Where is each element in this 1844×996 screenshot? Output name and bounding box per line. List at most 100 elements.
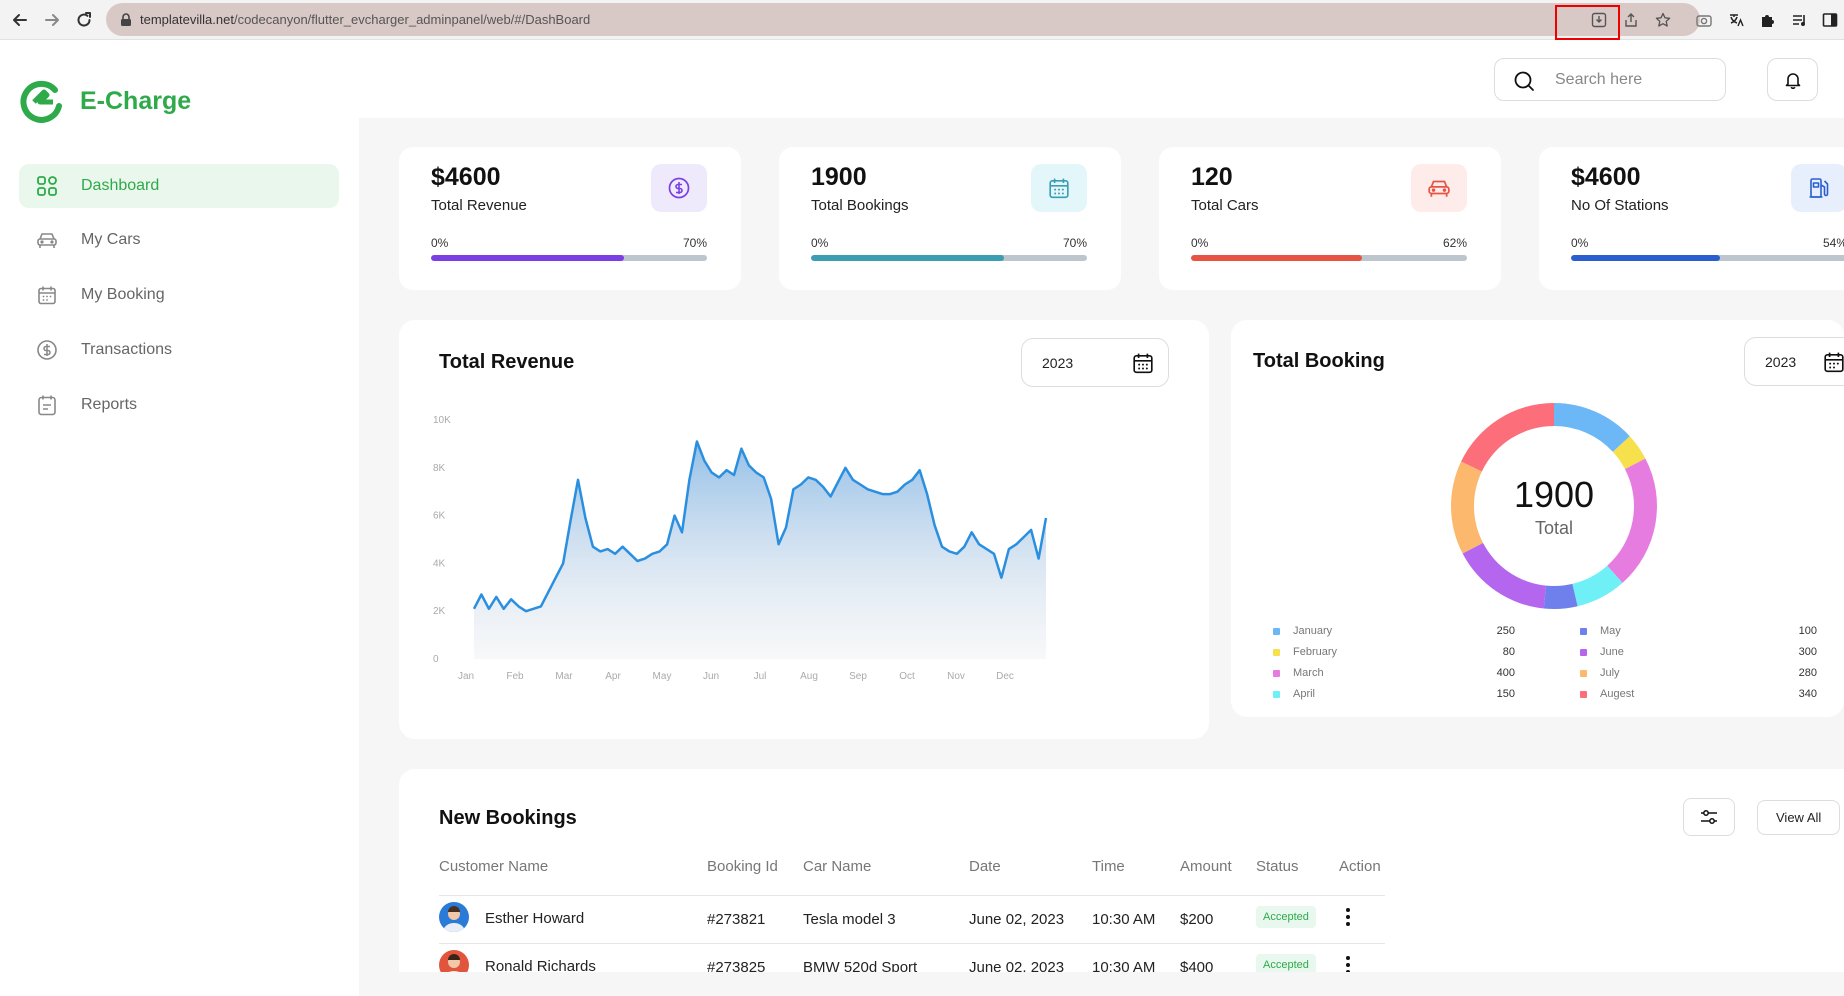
stat-value: $4600 [431,163,501,191]
url-path: /codecanyon/flutter_evcharger_adminpanel… [233,12,591,27]
playlist-icon [1793,15,1805,26]
donut-slice-july[interactable] [1450,461,1484,554]
calendar-icon [33,281,61,309]
revenue-panel-title: Total Revenue [439,351,575,373]
legend-label: April [1293,688,1316,700]
camera-icon [1696,15,1712,27]
stat-min: 0% [1571,236,1589,250]
donut-slice-january[interactable] [1554,403,1630,452]
stat-icon-box [651,164,707,212]
progress-track [1571,255,1844,261]
stat-max: 62% [1442,236,1467,250]
search-input[interactable] [1555,69,1715,91]
cell-date: June 02, 2023 [969,959,1065,976]
x-tick-label: Oct [899,671,915,682]
cell-time: 10:30 AM [1092,911,1156,928]
stat-card-no-of-stations: $4600 No Of Stations 0% 54% [1539,147,1844,290]
stat-card-total-cars: 120 Total Cars 0% 62% [1159,147,1501,290]
legend-item-june: June 300 [1580,646,1822,660]
progress-track [431,255,707,261]
column-header-car-name[interactable]: Car Name [803,858,872,875]
donut-slice-augest[interactable] [1461,403,1554,472]
translate-icon [1730,14,1744,27]
progress-fill [811,255,1005,261]
x-tick-label: Dec [996,671,1014,682]
back-button[interactable] [8,8,32,32]
donut-slice-april[interactable] [1572,565,1623,607]
side-panel-button[interactable] [1818,8,1842,32]
url-host: templatevilla.net [140,12,234,27]
search-icon [1514,71,1534,91]
notification-button[interactable] [1767,58,1818,101]
revenue-year-picker[interactable]: 2023 [1021,338,1169,387]
brand-logo[interactable]: E-Charge [18,78,191,124]
media-button[interactable] [1788,8,1812,32]
year-text: 2023 [1765,354,1797,370]
address-bar[interactable]: templatevilla.net/codecanyon/flutter_evc… [106,3,1700,36]
progress-fill [1191,255,1363,261]
progress-fill [1571,255,1721,261]
row-divider [439,943,1385,944]
sidebar: E-Charge Dashboard My Cars My Booking Tr… [0,40,359,996]
column-header-date[interactable]: Date [969,858,1001,875]
sidebar-item-my-booking[interactable]: My Booking [19,273,339,317]
legend-item-july: July 280 [1580,667,1822,681]
column-header-time[interactable]: Time [1092,858,1125,875]
donut-slice-march[interactable] [1607,458,1657,583]
bookmark-button[interactable] [1652,9,1674,31]
side-panel-icon [1822,13,1838,27]
progress-fill [431,255,625,261]
booking-year-picker[interactable]: 2023 [1744,337,1844,386]
reload-button[interactable] [72,8,96,32]
filter-button[interactable] [1683,798,1735,836]
legend-swatch [1580,649,1587,656]
legend-value: 340 [1798,688,1817,700]
legend-label: June [1600,646,1624,658]
y-tick-label: 2K [433,606,446,617]
revenue-area-fill [474,441,1046,659]
reload-icon [77,12,91,27]
donut-slice-february[interactable] [1612,436,1646,470]
row-action-menu-button[interactable] [1342,905,1354,929]
legend-value: 250 [1496,625,1515,637]
highlight-box [1555,5,1620,40]
install-icon [1591,12,1607,28]
sidebar-item-reports[interactable]: Reports [19,383,339,427]
legend-item-february: February 80 [1273,646,1515,660]
more-dot [1346,908,1350,912]
progress-track [1191,255,1467,261]
view-all-button[interactable]: View All [1757,800,1841,835]
booking-panel-title: Total Booking [1253,350,1385,372]
sidebar-item-my-cars[interactable]: My Cars [19,218,339,262]
column-header-status[interactable]: Status [1256,858,1299,875]
column-header-amount[interactable]: Amount [1180,858,1232,875]
sidebar-item-dashboard[interactable]: Dashboard [19,164,339,208]
legend-item-march: March 400 [1273,667,1515,681]
install-app-button[interactable] [1588,9,1610,31]
cell-amount: $400 [1180,959,1214,976]
booking-donut-chart [1450,403,1657,609]
extensions-button[interactable] [1756,8,1780,32]
column-header-booking-id[interactable]: Booking Id [707,858,778,875]
dollar-icon [33,336,61,364]
forward-button[interactable] [40,8,64,32]
legend-swatch [1580,628,1587,635]
calendar-icon [1049,178,1069,199]
cell-customer-name: Esther Howard [485,910,585,927]
cell-time: 10:30 AM [1092,959,1156,976]
legend-label: March [1293,667,1324,679]
search-box[interactable] [1494,58,1726,101]
share-button[interactable] [1620,9,1642,31]
dollar-circle-icon [668,177,690,199]
stat-max: 54% [1822,236,1844,250]
grid-icon [33,172,61,200]
legend-label: February [1293,646,1338,658]
cell-booking-id: #273821 [707,911,766,928]
column-header-customer-name[interactable]: Customer Name [439,858,549,875]
translate-extension-button[interactable] [1724,8,1748,32]
donut-slice-may[interactable] [1543,583,1578,609]
donut-slice-june[interactable] [1462,542,1547,609]
screenshot-extension-button[interactable] [1692,8,1716,32]
sidebar-item-transactions[interactable]: Transactions [19,328,339,372]
puzzle-icon [1762,15,1774,27]
